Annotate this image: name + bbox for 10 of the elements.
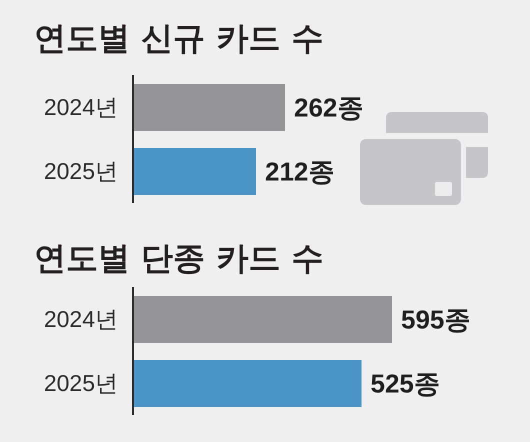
data-label: 262종 xyxy=(294,92,364,123)
chart-title: 연도별 신규 카드 수 xyxy=(34,18,324,59)
chart-title: 연도별 단종 카드 수 xyxy=(34,238,324,279)
y-tick-label: 2025년 xyxy=(44,370,118,396)
y-tick-label: 2025년 xyxy=(44,158,118,184)
y-tick-label: 2024년 xyxy=(44,306,118,332)
data-label: 212종 xyxy=(264,156,334,187)
data-label: 595종 xyxy=(401,304,470,335)
y-tick-label: 2024년 xyxy=(44,94,118,120)
data-label: 525종 xyxy=(370,368,440,399)
